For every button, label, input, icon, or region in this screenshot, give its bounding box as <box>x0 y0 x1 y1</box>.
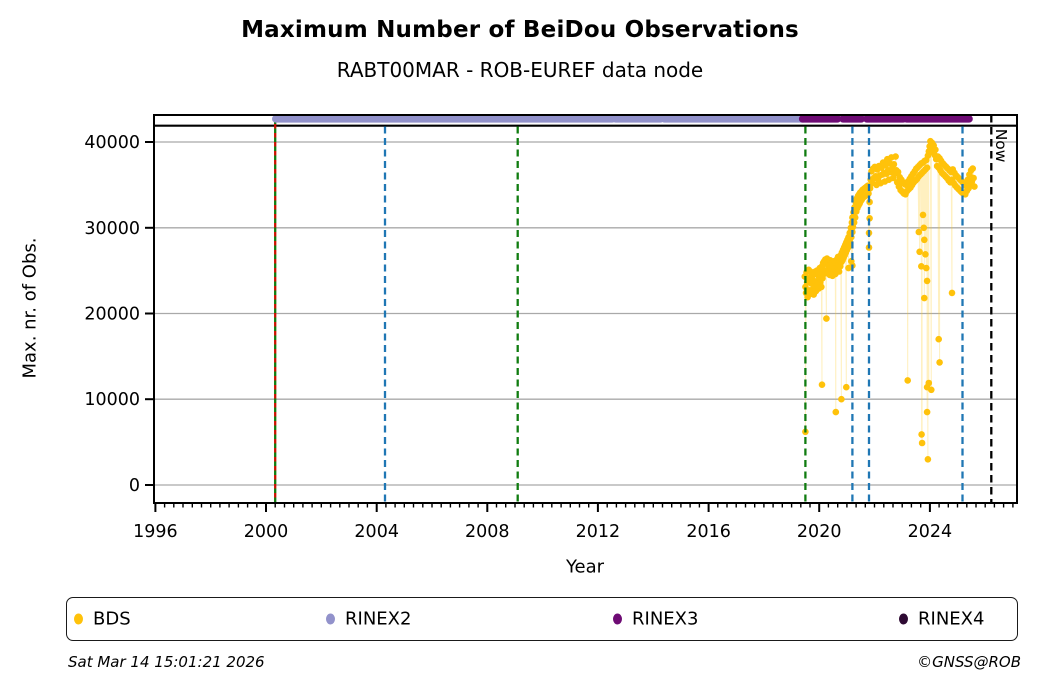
bds-point <box>918 431 925 438</box>
x-tick-label: 2004 <box>354 522 399 542</box>
timestamp-text: Sat Mar 14 15:01:21 2026 <box>68 653 265 671</box>
bds-point <box>851 214 859 221</box>
credit-text: ©GNSS@ROB <box>917 653 1021 671</box>
bds-point <box>818 283 825 291</box>
bds-point <box>843 383 850 391</box>
x-axis-label: Year <box>565 556 605 578</box>
y-tick-label: 20000 <box>84 305 140 325</box>
bds-point <box>835 268 843 275</box>
bds-point <box>894 168 902 176</box>
x-tick-label: 1996 <box>133 522 178 542</box>
bds-point <box>925 379 933 387</box>
y-tick-label: 0 <box>129 476 140 496</box>
bds-connector-line <box>804 141 975 460</box>
bds-point <box>923 277 931 285</box>
bds-point <box>890 161 898 168</box>
bds-point <box>904 377 911 384</box>
rinex2-marker-icon <box>326 613 335 625</box>
bds-point <box>924 456 932 463</box>
y-tick-label: 30000 <box>84 219 140 239</box>
bds-point <box>892 153 899 160</box>
bds-point <box>932 146 939 153</box>
bds-point <box>936 359 943 366</box>
bds-point <box>928 386 935 394</box>
bds-point <box>971 183 978 190</box>
rinex4-marker-icon <box>899 613 908 625</box>
bds-point <box>921 294 928 302</box>
bds-point <box>923 408 931 416</box>
rinex3-marker-icon <box>613 613 622 625</box>
bds-point <box>921 236 928 244</box>
legend-item-bds: BDS <box>74 609 131 630</box>
legend-item-rinex2: RINEX2 <box>326 609 411 630</box>
now-label: Now <box>992 129 1010 163</box>
bds-point <box>818 381 826 389</box>
bds-point <box>923 164 931 171</box>
bds-point <box>823 315 830 322</box>
legend: BDS RINEX2 RINEX3 RINEX4 <box>66 597 1018 641</box>
legend-label: RINEX2 <box>345 608 412 630</box>
legend-item-rinex3: RINEX3 <box>613 609 698 630</box>
plot-border <box>153 114 1018 504</box>
x-tick-label: 2024 <box>908 522 953 542</box>
bds-point <box>865 190 872 197</box>
bds-marker-icon <box>74 613 83 625</box>
bds-point <box>920 224 928 232</box>
bds-point <box>935 335 942 343</box>
x-tick-label: 2000 <box>244 522 289 542</box>
bds-point <box>948 289 956 297</box>
legend-label: RINEX3 <box>632 608 699 630</box>
y-tick-label: 40000 <box>84 133 140 153</box>
bds-point <box>832 408 840 416</box>
x-tick-label: 2016 <box>686 522 731 542</box>
y-axis-label: Max. nr. of Obs. <box>19 237 41 379</box>
bds-point <box>915 228 923 236</box>
x-tick-label: 2012 <box>576 522 621 542</box>
x-tick-label: 2008 <box>465 522 510 542</box>
bds-point <box>970 174 977 182</box>
y-tick-label: 10000 <box>84 390 140 410</box>
legend-label: RINEX4 <box>918 608 985 630</box>
bds-point <box>923 264 930 272</box>
bds-point <box>918 439 926 447</box>
bds-point <box>919 211 927 219</box>
bds-point <box>916 248 923 256</box>
bds-point <box>918 263 925 270</box>
bds-point <box>838 395 845 403</box>
legend-item-rinex4: RINEX4 <box>899 609 984 630</box>
chart-title: Maximum Number of BeiDou Observations <box>241 17 799 43</box>
chart-subtitle: RABT00MAR - ROB-EUREF data node <box>336 58 704 82</box>
bds-point <box>969 165 976 172</box>
legend-label: BDS <box>93 608 131 630</box>
bds-point <box>922 251 929 258</box>
bds-points <box>801 137 978 463</box>
x-tick-label: 2020 <box>797 522 842 542</box>
